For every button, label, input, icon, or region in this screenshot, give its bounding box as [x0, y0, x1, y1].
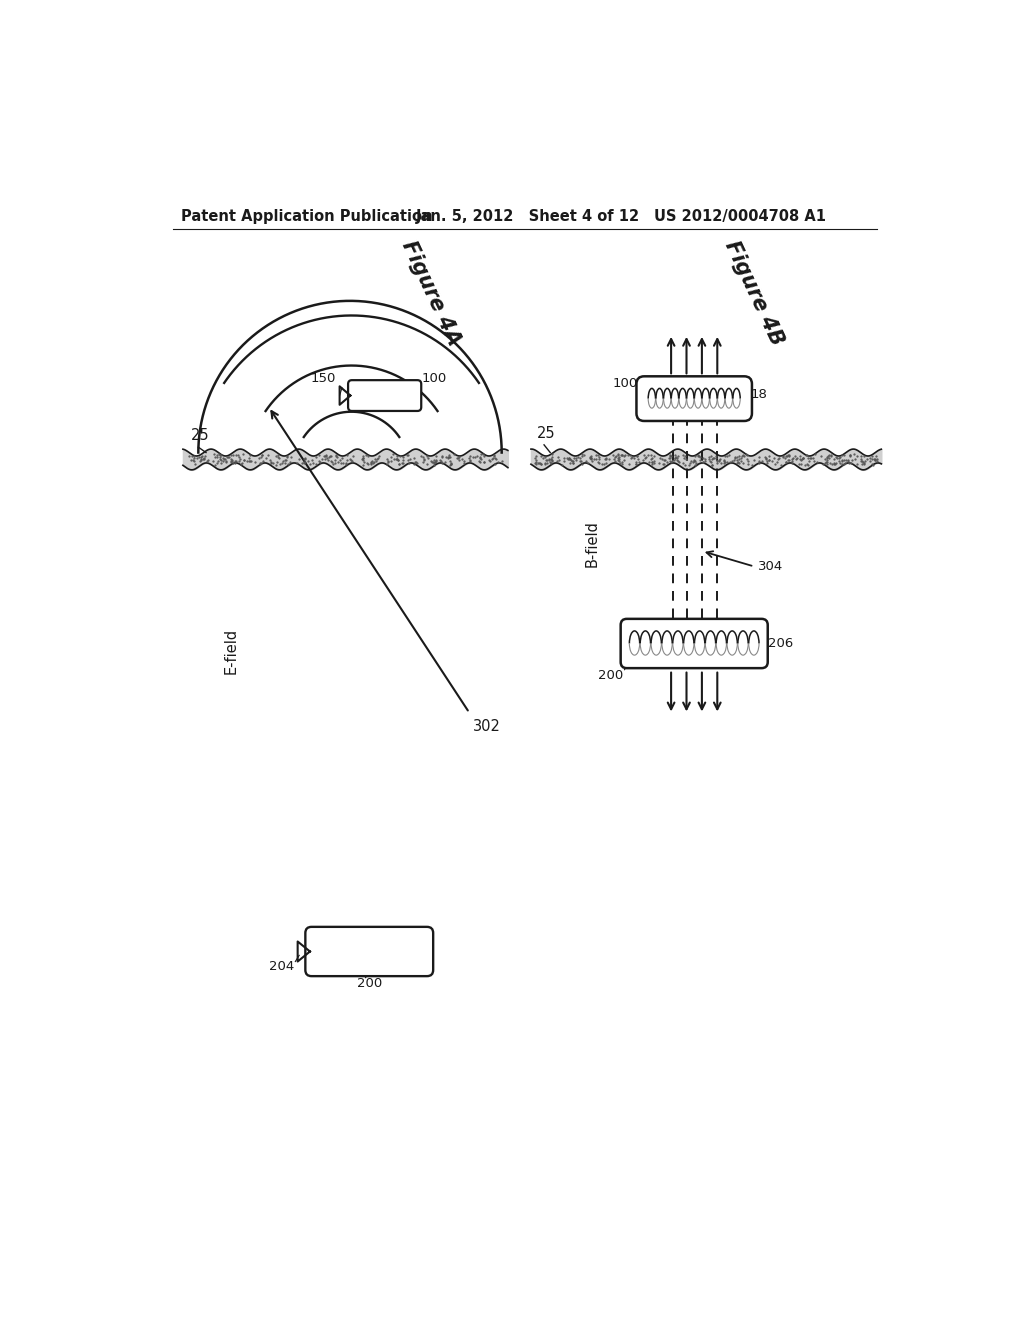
Text: 100: 100 [612, 376, 638, 389]
Text: Figure 4A: Figure 4A [397, 238, 464, 348]
Text: 150: 150 [310, 372, 336, 385]
FancyBboxPatch shape [305, 927, 433, 977]
Text: US 2012/0004708 A1: US 2012/0004708 A1 [654, 209, 826, 223]
Text: Patent Application Publication: Patent Application Publication [180, 209, 432, 223]
FancyBboxPatch shape [637, 376, 752, 421]
Text: 204: 204 [268, 961, 294, 973]
Text: 100: 100 [421, 372, 446, 385]
Text: 200: 200 [598, 669, 623, 682]
Text: 18: 18 [751, 388, 767, 401]
Text: 25: 25 [538, 426, 556, 441]
FancyBboxPatch shape [621, 619, 768, 668]
Text: B-field: B-field [585, 520, 600, 566]
Text: Figure 4B: Figure 4B [721, 238, 787, 348]
Text: 206: 206 [768, 638, 793, 649]
Text: E-field: E-field [223, 628, 239, 675]
FancyBboxPatch shape [348, 380, 421, 411]
Text: 302: 302 [473, 719, 501, 734]
Text: Jan. 5, 2012   Sheet 4 of 12: Jan. 5, 2012 Sheet 4 of 12 [416, 209, 640, 223]
Text: 200: 200 [356, 977, 382, 990]
Text: 304: 304 [758, 560, 783, 573]
Text: 25: 25 [190, 428, 209, 444]
